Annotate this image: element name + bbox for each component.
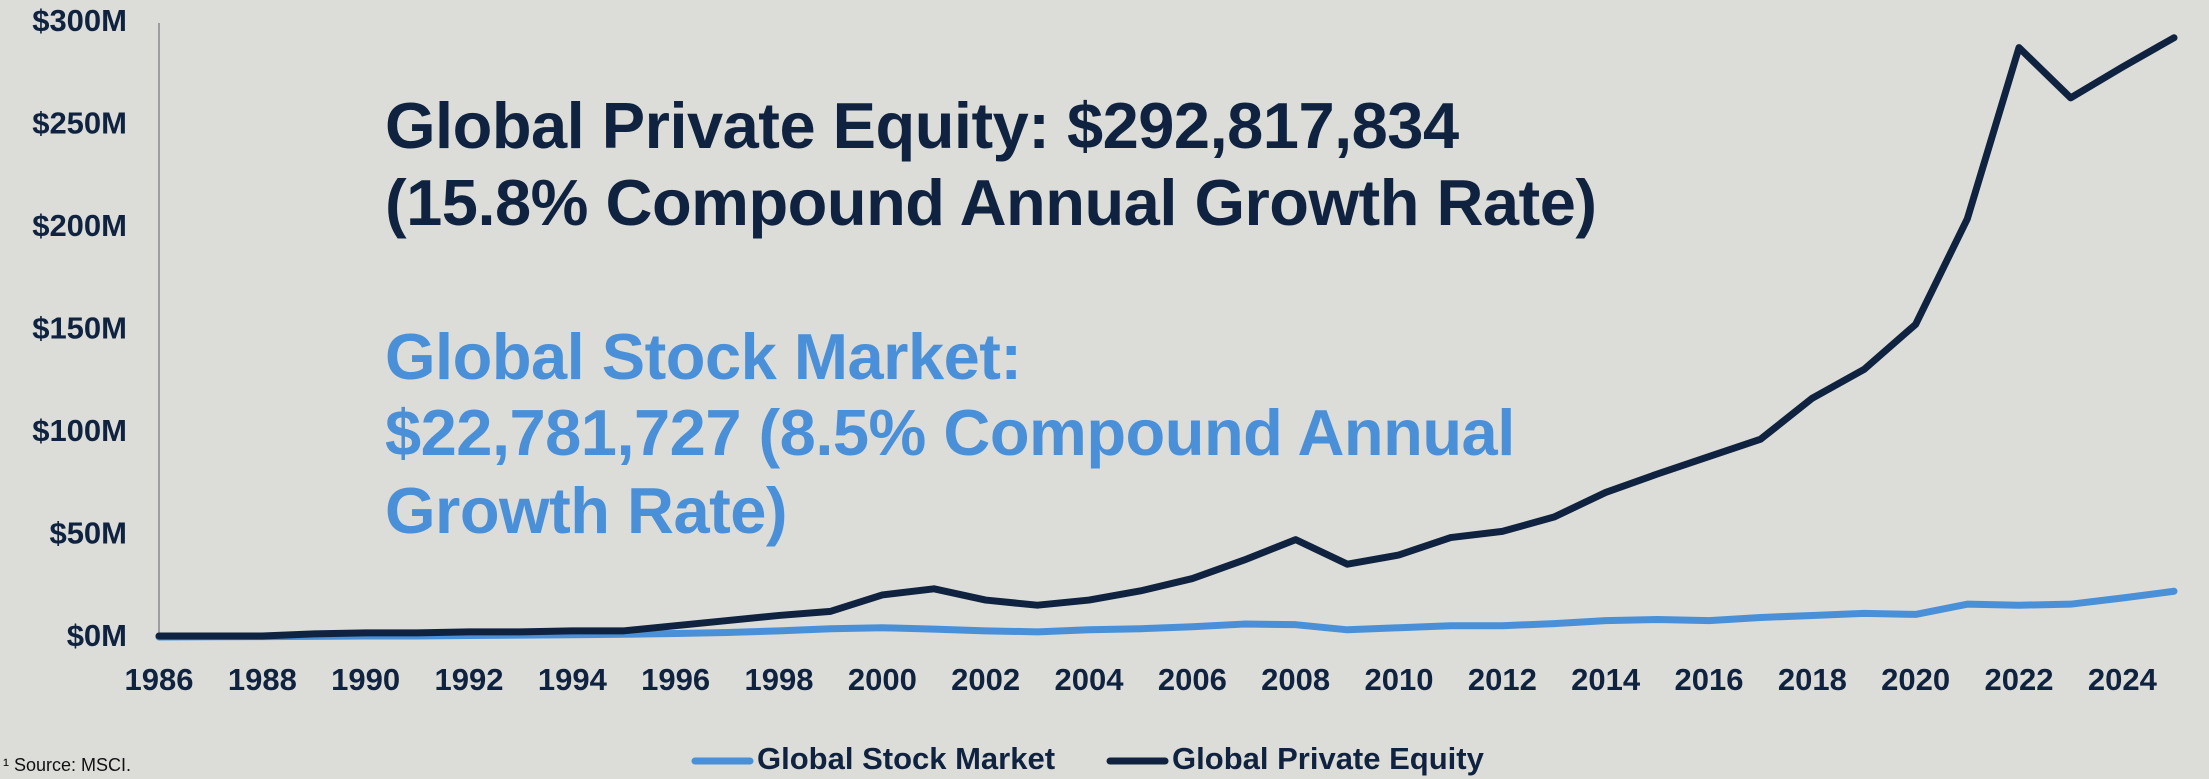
annotation: Global Private Equity: $292,817,834 bbox=[385, 89, 1459, 162]
x-tick-label: 2016 bbox=[1675, 662, 1744, 697]
source-note: ¹ Source: MSCI. bbox=[3, 755, 131, 775]
x-tick-label: 2018 bbox=[1778, 662, 1847, 697]
x-tick-label: 2010 bbox=[1365, 662, 1434, 697]
y-tick-label: $0M bbox=[67, 618, 127, 653]
x-tick-label: 1994 bbox=[538, 662, 608, 697]
x-tick-label: 2014 bbox=[1571, 662, 1641, 697]
y-tick-label: $150M bbox=[32, 311, 127, 346]
x-tick-label: 1986 bbox=[125, 662, 194, 697]
x-tick-label: 2000 bbox=[848, 662, 917, 697]
x-tick-label: 2006 bbox=[1158, 662, 1227, 697]
annotation: $22,781,727 (8.5% Compound Annual bbox=[385, 396, 1515, 469]
y-tick-label: $250M bbox=[32, 106, 127, 141]
x-tick-label: 1990 bbox=[331, 662, 400, 697]
x-tick-label: 2022 bbox=[1985, 662, 2054, 697]
annotation: Global Stock Market: bbox=[385, 320, 1022, 393]
annotation: Growth Rate) bbox=[385, 474, 787, 547]
legend-label: Global Stock Market bbox=[757, 741, 1055, 776]
x-tick-label: 1988 bbox=[228, 662, 297, 697]
x-tick-label: 2008 bbox=[1261, 662, 1330, 697]
x-tick-label: 1996 bbox=[641, 662, 710, 697]
x-tick-label: 2002 bbox=[951, 662, 1020, 697]
y-tick-label: $100M bbox=[32, 413, 127, 448]
y-tick-label: $300M bbox=[32, 3, 127, 38]
y-tick-label: $200M bbox=[32, 208, 127, 243]
legend-label: Global Private Equity bbox=[1172, 741, 1485, 776]
x-tick-label: 1998 bbox=[745, 662, 814, 697]
y-tick-label: $50M bbox=[49, 516, 127, 551]
x-tick-label: 2020 bbox=[1881, 662, 1950, 697]
x-tick-label: 1992 bbox=[435, 662, 504, 697]
annotation: (15.8% Compound Annual Growth Rate) bbox=[385, 166, 1597, 239]
series-line bbox=[155, 34, 2178, 640]
x-tick-label: 2004 bbox=[1055, 662, 1125, 697]
x-tick-label: 2012 bbox=[1468, 662, 1537, 697]
x-tick-label: 2024 bbox=[2088, 662, 2158, 697]
